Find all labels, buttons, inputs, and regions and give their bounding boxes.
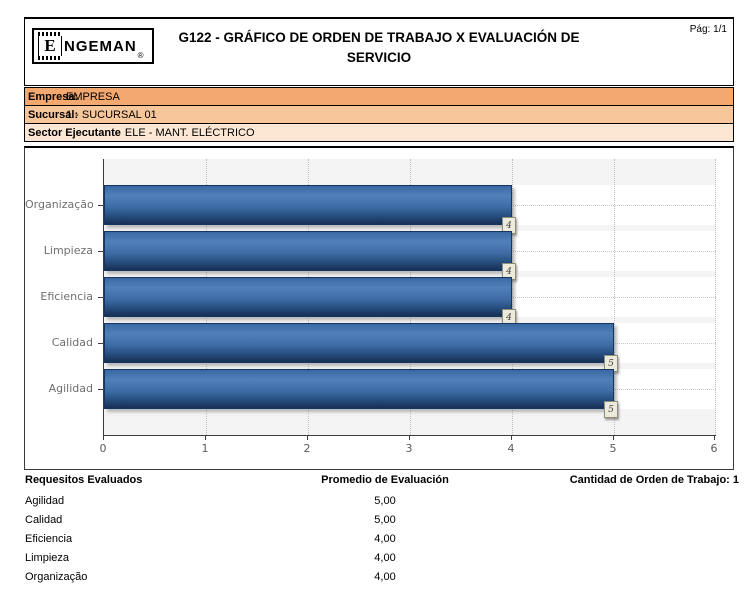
table-header-count: Cantidad de Orden de Trabajo: 1 xyxy=(569,474,739,486)
bar-chart: Organização Limpieza Eficiencia Calidad … xyxy=(24,146,734,470)
table-row-average: 5,00 xyxy=(374,514,396,526)
x-axis-tick xyxy=(714,435,715,440)
plot-area: 4 4 4 5 5 xyxy=(103,159,716,436)
info-row-empresa: Empresa: EMPRESA xyxy=(24,87,734,106)
bar-value-label: 5 xyxy=(603,401,618,418)
page-number: Pág: 1/1 xyxy=(689,24,727,35)
category-label-agilidad: Agilidad xyxy=(48,382,93,395)
x-axis-label-2: 2 xyxy=(303,442,311,455)
x-axis-label-5: 5 xyxy=(609,442,617,455)
table-header-average: Promedio de Evaluación xyxy=(321,474,449,486)
bar-agilidad: 5 xyxy=(104,369,618,418)
category-label-calidad: Calidad xyxy=(51,336,93,349)
bar-limpieza: 4 xyxy=(104,231,516,280)
bar-calidad: 5 xyxy=(104,323,618,372)
table-row-name: Eficiencia xyxy=(25,533,73,545)
registered-mark: ® xyxy=(137,51,144,60)
engeman-logo-e-icon: E xyxy=(38,32,62,60)
y-axis-tick xyxy=(98,343,103,344)
sucursal-label: Sucursal: xyxy=(28,108,79,121)
summary-table: Requesitos Evaluados Promedio de Evaluac… xyxy=(24,474,739,594)
x-axis-tick xyxy=(103,435,104,440)
x-axis-tick xyxy=(511,435,512,440)
x-axis-label-4: 4 xyxy=(507,442,515,455)
x-axis-tick xyxy=(307,435,308,440)
x-axis-label-1: 1 xyxy=(201,442,209,455)
category-label-organizacao: Organização xyxy=(25,198,94,211)
x-axis-label-3: 3 xyxy=(405,442,413,455)
table-row-name: Limpieza xyxy=(25,552,70,564)
y-axis-tick xyxy=(98,205,103,206)
x-axis-label-6: 6 xyxy=(710,442,718,455)
table-row-name: Calidad xyxy=(25,514,63,526)
empresa-label: Empresa: xyxy=(28,90,79,103)
bar-eficiencia: 4 xyxy=(104,277,516,326)
y-axis-tick xyxy=(98,251,103,252)
table-row-name: Organização xyxy=(25,571,88,583)
x-axis-tick xyxy=(205,435,206,440)
report-title: G122 - GRÁFICO DE ORDEN DE TRABAJO X EVA… xyxy=(140,28,618,68)
engeman-logo-text: NGEMAN xyxy=(64,37,137,55)
y-axis-tick xyxy=(98,297,103,298)
report-header: E NGEMAN ® G122 - GRÁFICO DE ORDEN DE TR… xyxy=(24,17,734,86)
table-row-average: 4,00 xyxy=(374,571,396,583)
sucursal-value: 1 - SUCURSAL 01 xyxy=(66,108,157,121)
report-title-line2: SERVICIO xyxy=(346,50,412,65)
bar-organizacao: 4 xyxy=(104,185,516,234)
x-axis-tick xyxy=(613,435,614,440)
x-axis-tick xyxy=(409,435,410,440)
x-axis-label-0: 0 xyxy=(99,442,107,455)
info-row-sector: Sector Ejecutante ELE - MANT. ELÉCTRICO xyxy=(24,123,734,142)
category-label-eficiencia: Eficiencia xyxy=(40,290,93,303)
table-row-average: 4,00 xyxy=(374,533,396,545)
table-row-average: 5,00 xyxy=(374,495,396,507)
engeman-logo: E NGEMAN ® xyxy=(32,28,154,64)
y-axis-tick xyxy=(98,389,103,390)
sector-label: Sector Ejecutante xyxy=(28,126,121,139)
report-title-line1: G122 - GRÁFICO DE ORDEN DE TRABAJO X EVA… xyxy=(178,30,580,45)
empresa-value: EMPRESA xyxy=(66,90,120,103)
table-row-average: 4,00 xyxy=(374,552,396,564)
table-row-name: Agilidad xyxy=(25,495,65,507)
info-row-sucursal: Sucursal: 1 - SUCURSAL 01 xyxy=(24,105,734,124)
table-header-requirements: Requesitos Evaluados xyxy=(25,474,143,486)
report-filters: Empresa: EMPRESA Sucursal: 1 - SUCURSAL … xyxy=(24,87,734,142)
category-label-limpieza: Limpieza xyxy=(43,244,93,257)
sector-value: ELE - MANT. ELÉCTRICO xyxy=(124,126,255,139)
